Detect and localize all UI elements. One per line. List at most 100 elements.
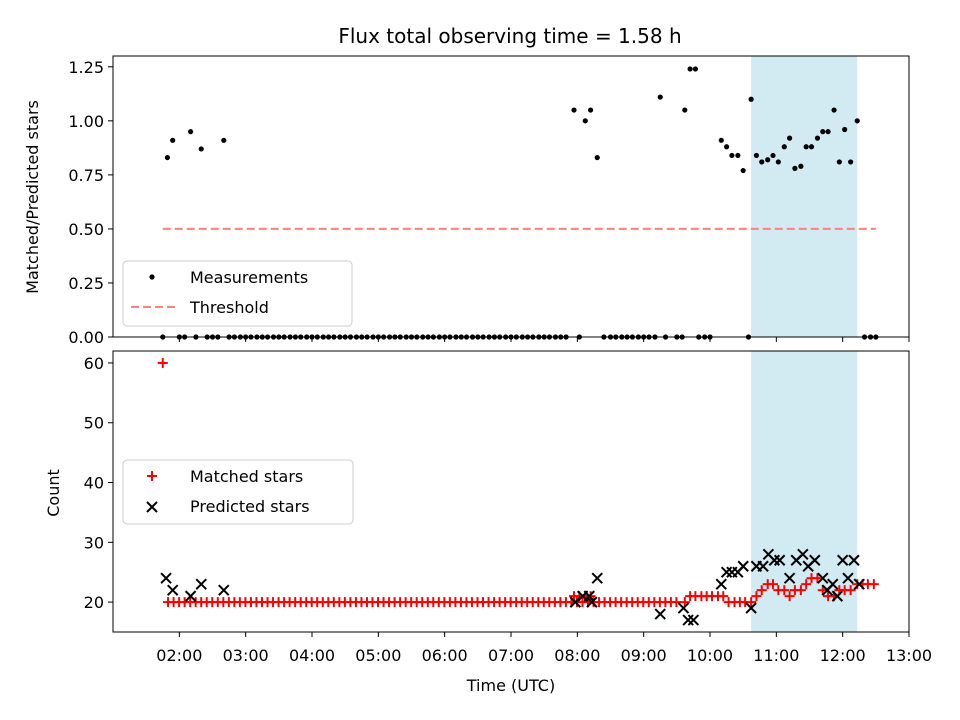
top-y-axis-label: Matched/Predicted stars	[23, 100, 42, 294]
measurement-point	[221, 137, 227, 143]
x-axis-label: Time (UTC)	[466, 676, 555, 695]
y-tick-label: 60	[84, 354, 104, 373]
matched-star-point	[746, 597, 757, 608]
predicted-star-point	[853, 578, 865, 590]
measurement-point	[787, 135, 793, 141]
legend-matched-marker	[147, 471, 157, 481]
measurement-point	[831, 107, 837, 113]
predicted-star-point	[654, 608, 666, 620]
measurement-point	[735, 152, 741, 159]
legend-predicted-label: Predicted stars	[190, 497, 310, 516]
y-tick-label: 50	[84, 414, 104, 433]
bottom-legend: Matched stars Predicted stars	[122, 459, 354, 525]
measurement-point	[682, 107, 688, 113]
predicted-star-point	[677, 602, 690, 614]
bottom-panel: 20 30 40 50 60 02:00 03:00 04:00 05:00 06:00 07:0…	[44, 350, 932, 695]
measurement-point	[842, 126, 848, 133]
x-tick-label: 11:00	[753, 646, 799, 665]
x-tick-label: 04:00	[289, 646, 335, 665]
matched-star-point	[779, 585, 790, 596]
x-tick-label: 05:00	[355, 646, 401, 665]
measurement-point	[770, 152, 776, 159]
x-tick-label: 07:00	[488, 646, 534, 665]
predicted-star-point	[166, 584, 179, 596]
measurement-point	[748, 96, 754, 102]
matched-star-point	[157, 357, 168, 368]
measurement-point	[798, 163, 804, 169]
measurement-point	[657, 94, 663, 100]
x-tick-label: 09:00	[621, 646, 667, 665]
y-tick-label: 30	[84, 533, 104, 552]
predicted-star-point	[583, 590, 595, 602]
predicted-star-point	[827, 578, 839, 590]
measurement-point	[588, 107, 594, 113]
predicted-star-point	[737, 560, 749, 572]
predicted-star-point	[797, 548, 809, 560]
x-tick-label: 03:00	[223, 646, 269, 665]
measurement-point	[759, 159, 765, 165]
predicted-star-point	[218, 584, 230, 596]
y-tick-label: 1.25	[68, 58, 104, 77]
measurement-point	[792, 165, 798, 171]
measurement-point	[854, 118, 860, 124]
measurement-point	[825, 129, 831, 135]
measurement-point	[571, 107, 577, 113]
measurement-point	[170, 137, 176, 143]
legend-measurements-label: Measurements	[190, 268, 308, 287]
chart-title: Flux total observing time = 1.58 h	[338, 24, 681, 48]
measurement-point	[164, 154, 170, 161]
matched-star-point	[768, 579, 779, 590]
predicted-star-point	[757, 560, 769, 572]
measurement-point	[753, 152, 760, 159]
matched-star-point	[718, 591, 729, 602]
predicted-star-point	[842, 572, 854, 584]
bottom-y-axis-label: Count	[44, 469, 63, 517]
y-tick-label: 40	[84, 474, 104, 493]
measurement-point	[582, 118, 588, 124]
predicted-star-point	[745, 602, 757, 614]
y-tick-label: 0.50	[68, 220, 104, 239]
measurement-point	[765, 157, 771, 163]
predicted-star-point	[831, 590, 844, 602]
matched-star-point	[868, 579, 879, 590]
x-tick-label: 13:00	[886, 646, 932, 665]
y-tick-label: 0.75	[68, 166, 104, 185]
predicted-star-point	[773, 554, 786, 566]
matched-star-point	[671, 597, 682, 608]
x-tick-label: 12:00	[820, 646, 866, 665]
matched-star-point	[795, 585, 806, 596]
predicted-star-point	[817, 572, 829, 584]
legend-predicted-marker	[146, 501, 158, 513]
measurement-point	[740, 167, 746, 174]
matched-star-point	[784, 591, 795, 602]
predicted-star-point	[195, 578, 207, 590]
measurement-point	[198, 146, 204, 152]
legend-threshold-label: Threshold	[189, 298, 269, 317]
predicted-star-point	[160, 572, 172, 584]
measurement-point	[687, 66, 693, 72]
measurement-point	[848, 159, 854, 165]
x-tick-label: 10:00	[687, 646, 733, 665]
bottom-legend-box	[122, 459, 354, 525]
predicted-star-point	[848, 554, 860, 566]
measurement-point	[820, 129, 826, 135]
measurement-point	[781, 144, 787, 150]
y-tick-label: 0.25	[68, 274, 104, 293]
predicted-star-point	[687, 614, 700, 626]
measurement-point	[594, 154, 600, 161]
x-tick-label: 06:00	[422, 646, 468, 665]
predicted-star-point	[715, 578, 727, 590]
matched-star-point	[801, 579, 812, 590]
matched-star-point	[812, 573, 823, 584]
measurement-point	[803, 144, 809, 150]
measurement-point	[718, 137, 724, 143]
x-tick-label: 08:00	[554, 646, 600, 665]
predicted-star-point	[184, 590, 197, 602]
predicted-star-point	[591, 572, 603, 584]
top-panel: 0.00 0.25 0.50 0.75 1.00 1.25 Matched/Predict…	[23, 55, 910, 347]
measurement-point	[729, 152, 735, 159]
y-tick-label: 1.00	[68, 112, 104, 131]
legend-matched-label: Matched stars	[190, 467, 303, 486]
y-tick-label: 20	[84, 593, 104, 612]
